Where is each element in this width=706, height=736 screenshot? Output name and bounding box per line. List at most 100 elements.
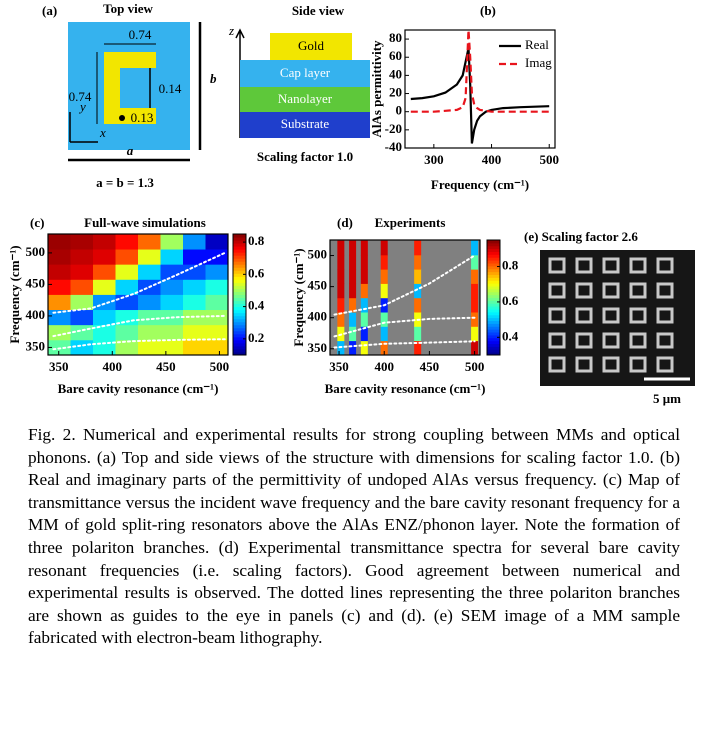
- colorbar-step: [233, 255, 246, 259]
- spectrum-cell: [349, 254, 357, 270]
- spectrum-cell: [471, 240, 479, 256]
- heatmap-cell: [48, 249, 71, 265]
- axis-label: z: [228, 23, 234, 38]
- colorbar-step: [487, 240, 500, 244]
- colorbar-step: [487, 271, 500, 275]
- heatmap-cell: [48, 279, 71, 295]
- spectrum-cell: [349, 283, 357, 299]
- heatmap-cell: [93, 309, 116, 326]
- spectrum-cell: [471, 297, 479, 313]
- colorbar-label: 0.6: [502, 293, 519, 308]
- colorbar-frame: [486, 239, 501, 356]
- legend-label: Real: [525, 37, 549, 52]
- spectrum-cell: [380, 283, 388, 299]
- heatmap-cell: [138, 234, 161, 250]
- panel-title: (e) Scaling factor 2.6: [524, 229, 638, 244]
- plot-frame: [329, 239, 481, 356]
- colorbar-step: [233, 348, 246, 353]
- heatmap-cell: [48, 234, 71, 250]
- heatmap-cell: [160, 249, 184, 265]
- colorbar-step: [233, 303, 246, 308]
- polariton-branch: [333, 316, 476, 338]
- spectrum-cell: [360, 312, 368, 327]
- heatmap-cell: [205, 309, 229, 326]
- spectrum-cell: [349, 340, 357, 356]
- panel-label: (c): [30, 215, 44, 230]
- colorbar-step: [487, 326, 500, 330]
- panel-label: (b): [480, 3, 496, 18]
- x-axis-label: Bare cavity resonance (cm⁻¹): [58, 381, 219, 396]
- colorbar-step: [487, 263, 500, 267]
- colorbar-step: [487, 332, 500, 336]
- y-tick-label: 40: [389, 66, 402, 81]
- heatmap-cell: [205, 234, 229, 250]
- colorbar-step: [233, 288, 246, 292]
- chart-title: Full-wave simulations: [84, 215, 206, 230]
- colorbar-step: [487, 314, 500, 319]
- dim-label: 0.74: [129, 27, 152, 42]
- colorbar-label: 0.2: [248, 330, 264, 345]
- plot-frame: [47, 233, 229, 356]
- spectrum-cell: [414, 326, 422, 342]
- colorbar-step: [233, 279, 246, 283]
- y-tick-label: 350: [308, 340, 328, 355]
- heatmap-cell: [183, 339, 206, 356]
- axis-label: x: [99, 125, 106, 140]
- colorbar-step: [487, 274, 500, 278]
- y-axis-label: AlAs permittivity: [369, 40, 384, 138]
- x-tick-label: 400: [482, 152, 502, 167]
- spectrum-cell: [337, 254, 345, 270]
- y-tick-label: 20: [389, 85, 402, 100]
- x-tick-label: 350: [329, 359, 349, 374]
- heatmap-cell: [183, 279, 206, 295]
- x-tick-label: 350: [49, 359, 69, 374]
- colorbar-step: [487, 340, 500, 344]
- heatmap-cell: [48, 264, 71, 280]
- colorbar-step: [487, 309, 500, 313]
- heatmap-cell: [138, 294, 161, 311]
- spectrum-cell: [337, 240, 345, 256]
- heatmap-cell: [70, 279, 94, 295]
- colorbar-step: [233, 240, 246, 244]
- colorbar-step: [233, 297, 246, 302]
- colorbar-step: [487, 337, 500, 342]
- heatmap-cell: [115, 339, 139, 356]
- colorbar-step: [233, 243, 246, 247]
- spectrum-cell: [349, 326, 357, 342]
- axes-icon: [69, 112, 98, 143]
- spectrum-cell: [414, 340, 422, 356]
- polariton-branch: [52, 338, 226, 351]
- polariton-branch: [333, 340, 476, 349]
- heatmap-cell: [70, 309, 94, 326]
- spectrum-cell: [380, 269, 388, 284]
- figure: (a) Top view 0.74 0.74 0.14 0.13 b a y x…: [7, 1, 695, 406]
- layer-label: Cap layer: [280, 65, 331, 80]
- legend-label: Imag: [525, 55, 552, 70]
- spectrum-cell: [380, 254, 388, 270]
- spectrum-cell: [360, 269, 368, 284]
- x-tick-label: 500: [465, 359, 485, 374]
- spectrum-cell: [360, 240, 368, 256]
- colorbar-label: 0.8: [248, 233, 265, 248]
- colorbar-step: [233, 261, 246, 265]
- colorbar-step: [487, 245, 500, 250]
- colorbar-step: [487, 323, 500, 327]
- heatmap-cell: [93, 249, 116, 265]
- colorbar-step: [233, 333, 246, 338]
- colorbar-step: [487, 346, 500, 350]
- x-tick-label: 500: [210, 359, 230, 374]
- y-tick-label: 80: [389, 30, 402, 45]
- x-tick-label: 500: [539, 152, 559, 167]
- y-tick-label: 450: [26, 275, 46, 290]
- colorbar-step: [487, 311, 500, 316]
- colorbar-step: [487, 286, 500, 290]
- heatmap-cell: [93, 264, 116, 280]
- colorbar-step: [487, 254, 500, 258]
- polariton-branch: [333, 254, 476, 316]
- colorbar-step: [487, 268, 500, 273]
- colorbar-step: [487, 349, 500, 353]
- heatmap-cell: [70, 264, 94, 280]
- colorbar-step: [233, 300, 246, 305]
- colorbar-step: [487, 297, 500, 301]
- x-tick-label: 450: [156, 359, 176, 374]
